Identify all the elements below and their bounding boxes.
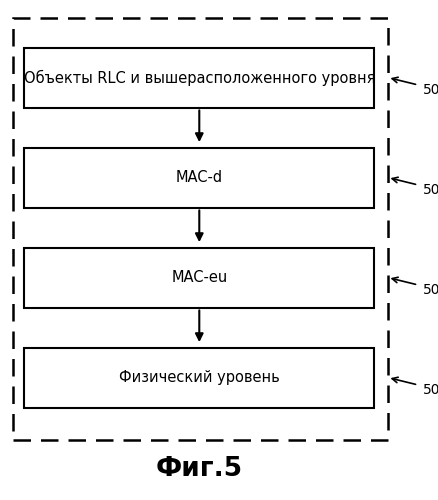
Bar [24,48,374,108]
Text: Объекты RLC и вышерасположенного уровня: Объекты RLC и вышерасположенного уровня [24,70,375,86]
Bar [24,148,374,208]
Text: 501: 501 [423,83,438,97]
Text: 504: 504 [423,383,438,397]
Text: MAC-eu: MAC-eu [171,270,227,285]
Bar [13,18,388,440]
Text: 502: 502 [423,183,438,197]
Bar [24,248,374,308]
Text: Фиг.5: Фиг.5 [156,456,243,482]
Bar [24,348,374,408]
Text: Физический уровень: Физический уровень [119,370,280,385]
Text: 503: 503 [423,283,438,297]
Text: MAC-d: MAC-d [176,170,223,185]
